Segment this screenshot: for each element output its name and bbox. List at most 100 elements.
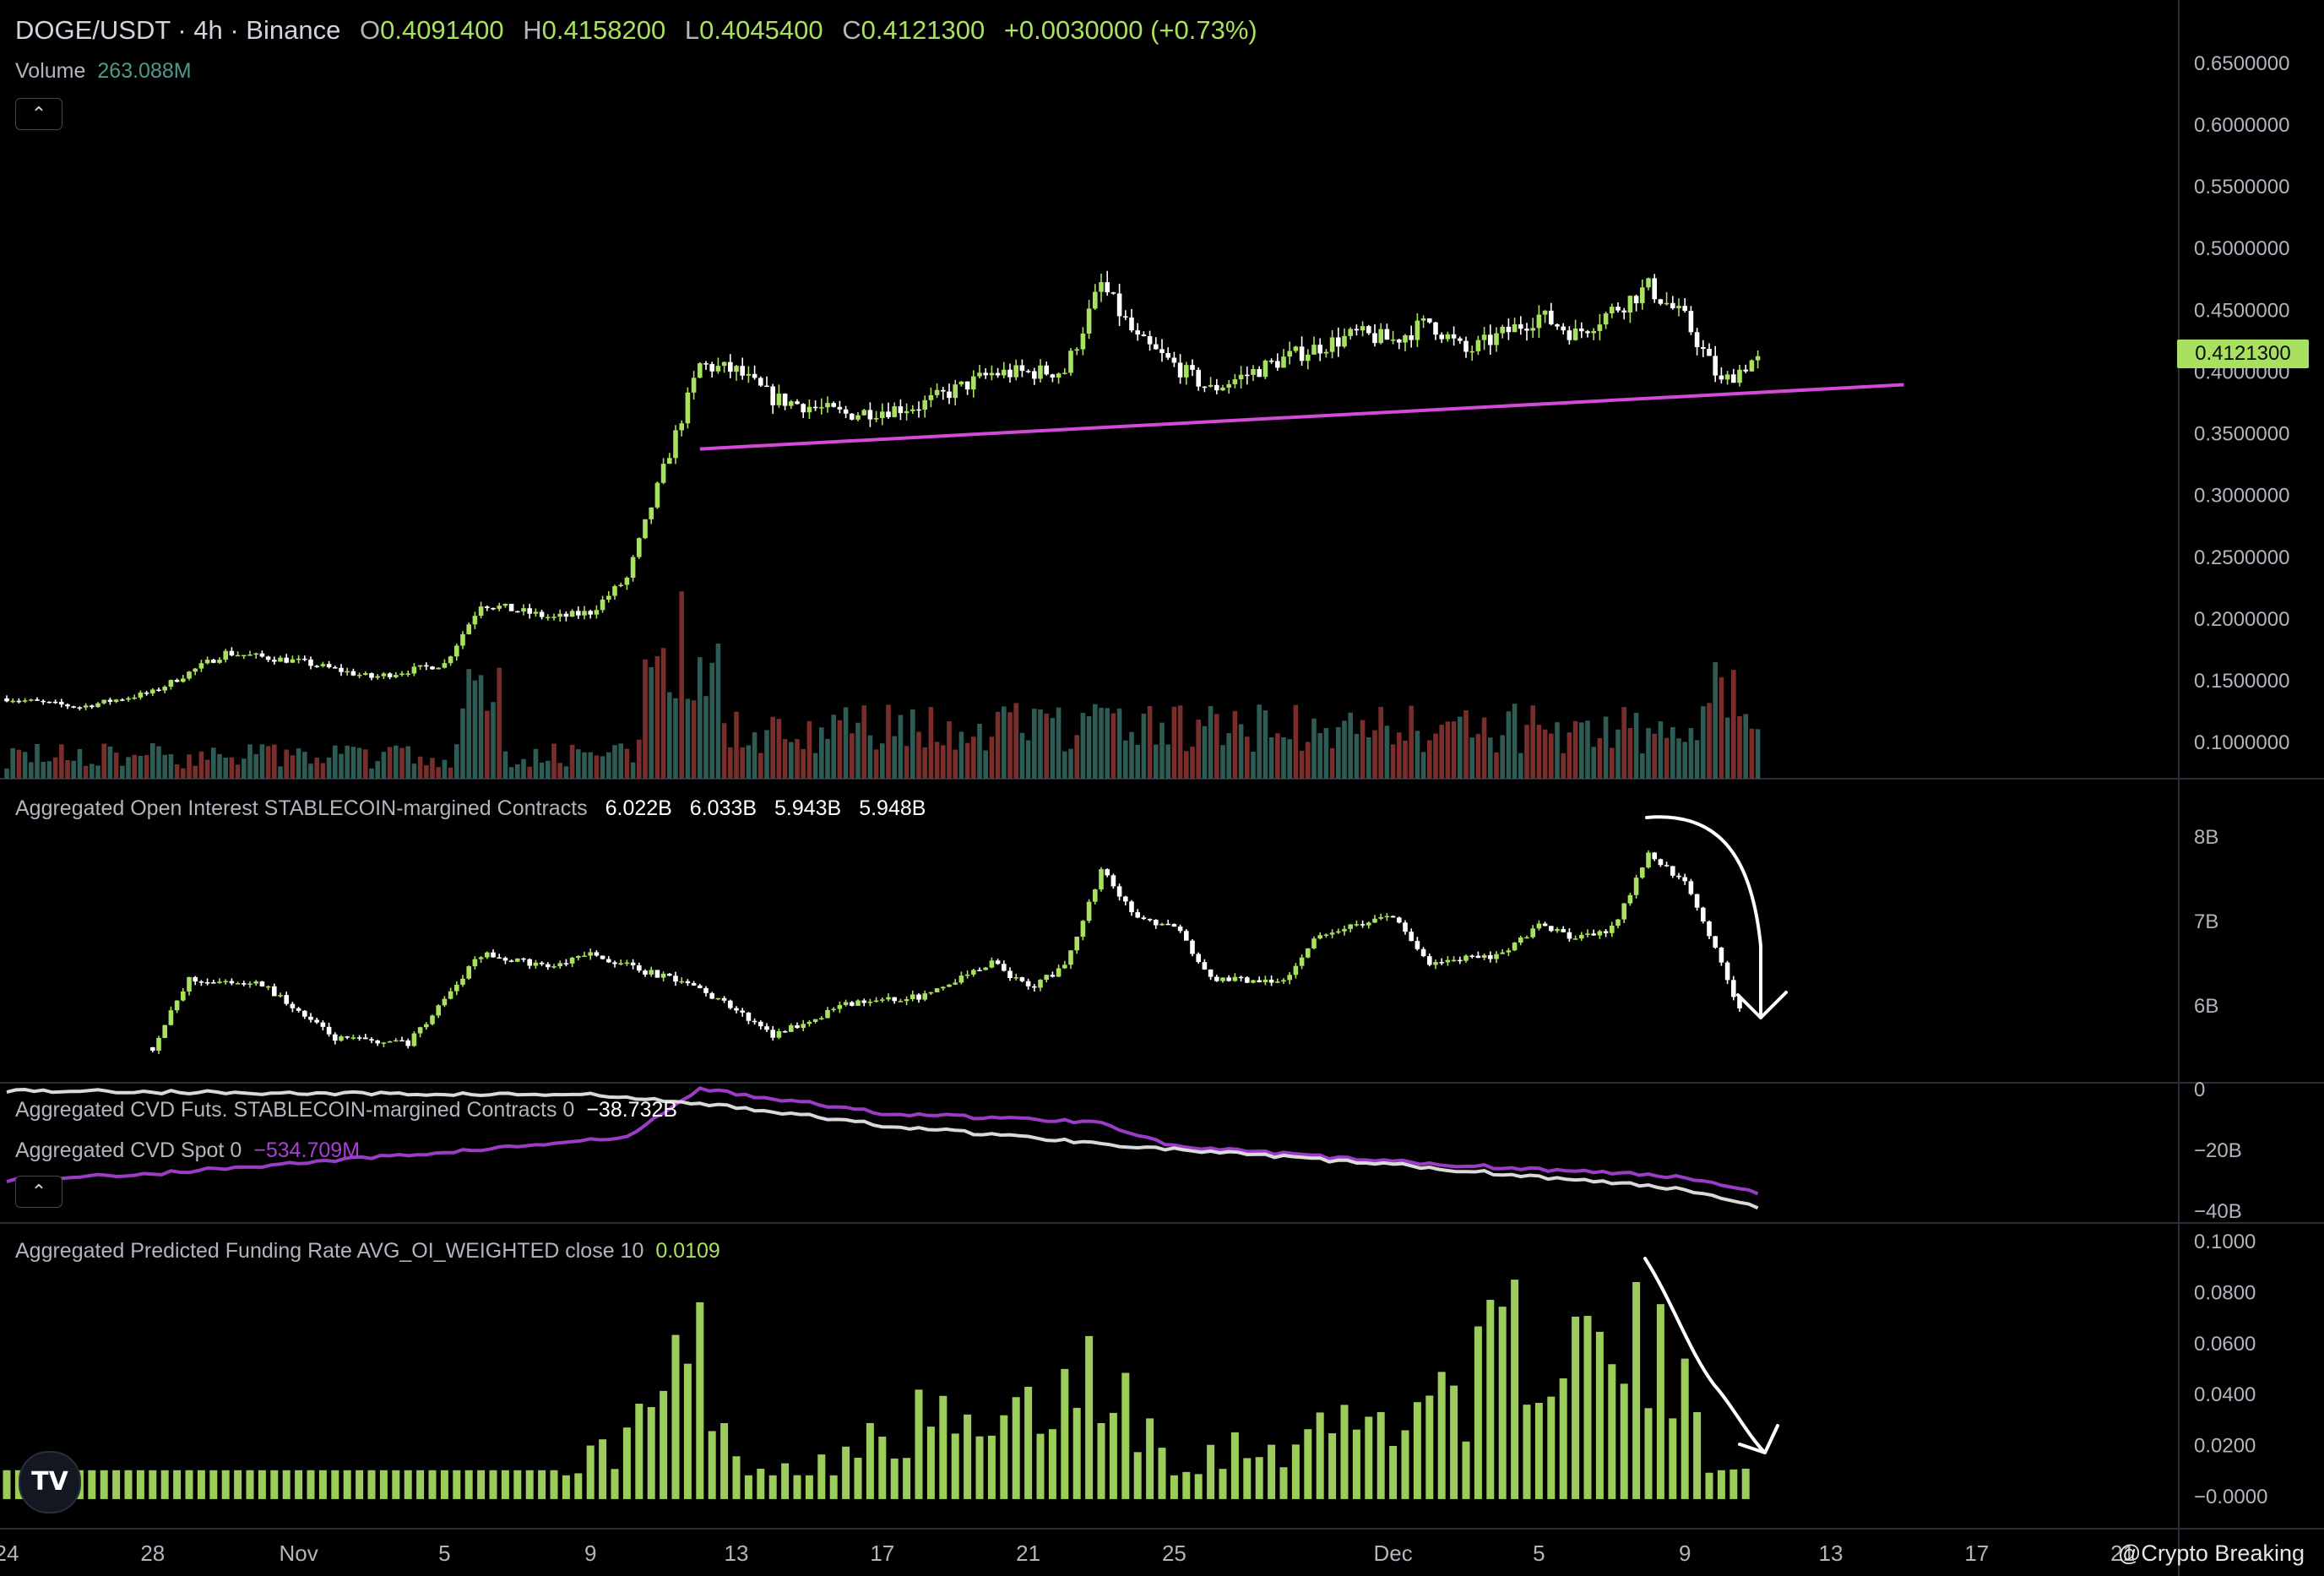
- cvd-axis-tick: 0: [2194, 1079, 2205, 1101]
- oi-candle: [1420, 947, 1426, 958]
- price-candle: [721, 361, 727, 373]
- tradingview-logo[interactable]: TV: [19, 1451, 81, 1514]
- funding-bar: [185, 1470, 193, 1499]
- price-candle: [691, 371, 697, 400]
- oi-candle: [326, 1022, 332, 1037]
- price-candle: [83, 703, 89, 710]
- price-candle: [776, 384, 782, 408]
- funding-bar: [404, 1470, 412, 1499]
- time-axis-tick: 21: [2110, 1541, 2135, 1566]
- cvd-spot-label[interactable]: Aggregated CVD Spot 0: [15, 1139, 242, 1162]
- funding-bar: [599, 1439, 607, 1499]
- volume-bar: [326, 757, 332, 779]
- oi-candle: [612, 960, 617, 968]
- collapse-cvd-legend-button[interactable]: ⌃: [15, 1176, 62, 1208]
- oi-candle: [387, 1041, 393, 1043]
- time-axis-tick: 13: [725, 1541, 749, 1566]
- funding-bar: [246, 1470, 254, 1499]
- volume-bar: [1366, 737, 1371, 779]
- price-candle: [1755, 350, 1761, 369]
- oi-candle: [1068, 949, 1073, 970]
- oi-low-value: 5.943B: [774, 796, 842, 820]
- volume-bar: [1013, 703, 1018, 779]
- oi-candle: [685, 979, 691, 986]
- price-candle: [101, 699, 106, 705]
- price-candle: [1458, 336, 1463, 345]
- volume-bar: [1093, 704, 1098, 779]
- price-candle: [941, 387, 946, 400]
- price-candle: [582, 606, 587, 620]
- funding-label[interactable]: Aggregated Predicted Funding Rate AVG_OI…: [15, 1239, 644, 1263]
- symbol-title[interactable]: DOGE/USDT · 4h · Binance: [15, 15, 341, 45]
- volume-bar: [1445, 721, 1451, 779]
- oi-candle: [1038, 979, 1043, 992]
- price-candle: [1220, 384, 1225, 391]
- volume-bar: [1032, 709, 1037, 779]
- price-candle: [624, 576, 630, 590]
- volume-bar: [1463, 710, 1469, 779]
- funding-bar: [842, 1446, 850, 1499]
- volume-bar: [253, 753, 258, 779]
- price-candle: [1196, 367, 1201, 391]
- volume-bar: [1190, 746, 1195, 779]
- price-candle: [1074, 347, 1079, 356]
- volume-bar: [296, 748, 301, 779]
- cvd-futs-label[interactable]: Aggregated CVD Futs. STABLECOIN-margined…: [15, 1098, 575, 1122]
- collapse-legend-button[interactable]: ⌃: [15, 98, 62, 130]
- volume-bar: [1585, 720, 1590, 779]
- oi-candle: [630, 959, 636, 970]
- volume-bar: [600, 756, 605, 779]
- funding-bar: [574, 1473, 583, 1499]
- volume-bar: [1299, 750, 1305, 779]
- price-candle: [1013, 359, 1018, 381]
- oi-candle: [1701, 906, 1706, 924]
- price-candle: [782, 393, 788, 410]
- volume-bar: [1530, 705, 1535, 779]
- funding-bar: [1608, 1364, 1616, 1499]
- price-candle: [1384, 323, 1390, 340]
- oi-candle: [789, 1023, 794, 1032]
- oi-candle: [698, 983, 703, 989]
- price-candle: [515, 611, 520, 613]
- oi-candle: [740, 1008, 745, 1017]
- funding-bar: [1304, 1429, 1312, 1499]
- oi-candle: [910, 990, 915, 1002]
- volume-bar: [1469, 737, 1474, 779]
- cvd-futs-line: [6, 1087, 1759, 1210]
- volume-label[interactable]: Volume: [15, 59, 86, 83]
- volume-value: 263.088M: [97, 59, 192, 83]
- volume-bar: [436, 767, 441, 779]
- time-axis-tick: 21: [1016, 1541, 1040, 1566]
- oi-candle: [1475, 951, 1481, 959]
- price-candle: [855, 411, 861, 421]
- oi-candle: [181, 987, 186, 1002]
- funding-bar: [1498, 1307, 1507, 1499]
- volume-bar: [16, 749, 22, 779]
- price-candle: [204, 656, 210, 665]
- open-interest-label[interactable]: Aggregated Open Interest STABLECOIN-marg…: [15, 796, 588, 820]
- price-candle: [1682, 297, 1687, 313]
- price-candle: [1110, 291, 1116, 295]
- oi-candle: [1366, 921, 1371, 929]
- price-candle: [880, 403, 885, 426]
- oi-candle: [1676, 872, 1681, 880]
- volume-bar: [1640, 753, 1645, 779]
- volume-bar: [90, 764, 95, 779]
- funding-bar: [1669, 1418, 1677, 1499]
- price-candle: [394, 671, 399, 679]
- oi-candle: [1056, 965, 1062, 977]
- volume-bar: [46, 761, 52, 779]
- price-candle: [211, 658, 216, 664]
- price-candle: [1086, 300, 1092, 340]
- volume-bar: [1506, 711, 1512, 779]
- funding-bar: [258, 1470, 266, 1499]
- oi-candle: [1518, 935, 1523, 946]
- volume-bar: [1518, 753, 1523, 779]
- funding-bar: [1085, 1335, 1094, 1499]
- volume-bar: [308, 764, 313, 779]
- funding-bar: [586, 1445, 595, 1499]
- volume-bar: [928, 707, 934, 779]
- volume-bar: [843, 707, 849, 779]
- volume-bar: [448, 767, 453, 779]
